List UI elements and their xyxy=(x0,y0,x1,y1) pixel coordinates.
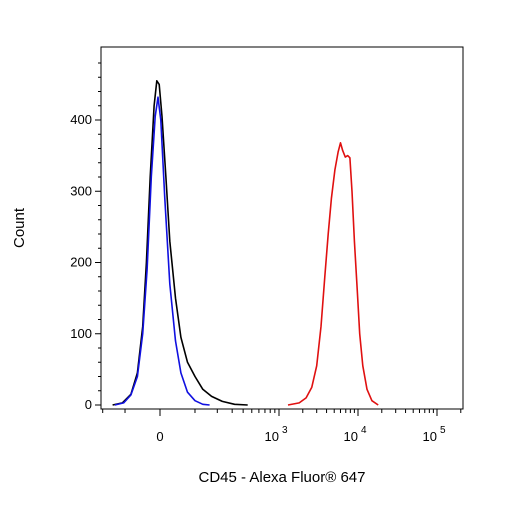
x-axis-title: CD45 - Alexa Fluor® 647 xyxy=(199,469,366,486)
x-tick-exponent: 5 xyxy=(440,425,446,436)
x-tick-exponent: 4 xyxy=(361,425,367,436)
y-tick-label: 0 xyxy=(85,397,92,412)
y-axis-title: Count xyxy=(11,207,28,248)
x-tick-exponent: 3 xyxy=(282,425,288,436)
histogram-series-line-2 xyxy=(287,142,379,406)
y-tick-label: 400 xyxy=(70,112,92,127)
plot-frame xyxy=(100,46,464,410)
y-tick-label: 200 xyxy=(70,255,92,270)
histogram-series-line-1 xyxy=(114,96,210,406)
series-layer xyxy=(112,80,379,406)
x-tick-label: 10 xyxy=(423,429,437,444)
y-tick-label: 100 xyxy=(70,326,92,341)
histogram-series-line-0 xyxy=(112,80,248,406)
x-tick-label: 10 xyxy=(344,429,358,444)
x-tick-label: 0 xyxy=(156,429,163,444)
x-tick-label: 10 xyxy=(265,429,279,444)
x-axis-ticks: 0 10 3 10 4 10 5 xyxy=(102,409,462,444)
y-axis-ticks: 0 100 200 300 400 xyxy=(70,62,101,412)
y-tick-label: 300 xyxy=(70,183,92,198)
